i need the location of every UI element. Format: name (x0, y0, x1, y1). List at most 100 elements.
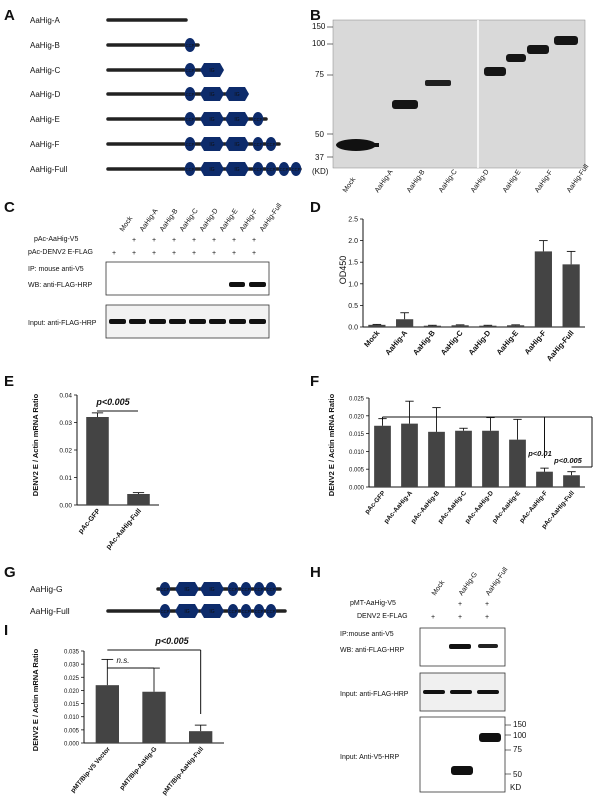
g-construct-g-ccp-label: CCP (255, 587, 264, 592)
construct-4-ig-label: IG (234, 117, 239, 123)
c-plus-row1: + (252, 237, 256, 244)
y-tick-label: 1.5 (348, 260, 358, 267)
construct-2-ccp-label: CCP (186, 68, 195, 73)
panel-letter-i: I (4, 622, 8, 639)
construct-6-ccp-domain (278, 162, 290, 176)
y-tick-label: 0.010 (64, 715, 80, 721)
y-tick-label: 0.030 (64, 663, 80, 669)
b-lane-label: AaHig-A (374, 169, 395, 195)
bar-aahig-d (479, 325, 497, 327)
y-tick-label: 0.02 (59, 448, 72, 455)
bar-pmt-bip-aahig-g (142, 691, 166, 743)
y-tick-label: 0.015 (64, 702, 80, 708)
h-ip-band-g (449, 644, 471, 649)
c-plus-row1: + (172, 237, 176, 244)
h-ip-band-full (478, 644, 498, 648)
i-ns: n.s. (117, 656, 130, 665)
g-construct-g-ccp-domain (227, 582, 239, 596)
y-tick-label: 0.005 (64, 728, 80, 734)
construct-6-ccp-label: CCP (267, 167, 276, 172)
y-tick-label: 0.015 (349, 432, 365, 438)
bar-aahig-full (562, 264, 580, 327)
c-lane-label: AaHig-A (139, 208, 160, 234)
c-plus-row1: + (192, 237, 196, 244)
y-tick-label: 0.000 (64, 742, 80, 748)
g-construct-full-ig-label: IG (184, 609, 189, 615)
g-label-full: AaHig-Full (30, 606, 70, 616)
y-tick-label: 1.0 (348, 281, 358, 288)
mw-150: 150 (312, 22, 326, 31)
panel-e-chart: DENV2 E / Actin mRNA Ratio p<0.005 0.00 0… (31, 393, 159, 551)
c-input-band (229, 319, 246, 324)
panel-g-domain-diagram: AaHig-G AaHig-Full CCP IG IG CCP CCP CCP CCPCC… (30, 582, 287, 618)
g-construct-g-ccp-domain (240, 582, 252, 596)
bar-mock (368, 324, 386, 327)
panel-letter-d: D (310, 199, 321, 216)
g-construct-full-ccp-domain (265, 604, 277, 618)
c-plus-row2: + (172, 250, 176, 257)
c-wb-label: WB: anti-FLAG-HRP (28, 282, 93, 289)
g-construct-full-ccp-label: CCP (267, 609, 276, 614)
construct-4-ig-label: IG (209, 117, 214, 123)
h-mw-150: 150 (513, 720, 527, 729)
h-plus-row2: + (485, 614, 489, 621)
bar-aahig-f (534, 251, 552, 327)
construct-3-ccp-domain (184, 87, 196, 101)
g-construct-full-ccp-label: CCP (242, 609, 251, 614)
construct-6-ig-domain (225, 162, 249, 176)
bar-pac-aahig-f (536, 471, 553, 487)
c-plus-row2: + (252, 250, 256, 257)
construct-label-c: AaHig-C (30, 66, 60, 75)
construct-3-ig-label: IG (234, 92, 239, 98)
e-pvalue: p<0.005 (95, 397, 130, 407)
g-construct-g-ccp-label: CCP (161, 587, 170, 592)
g-construct-g-ig-domain (175, 582, 199, 596)
y-tick-label: 0.0 (348, 325, 358, 332)
g-construct-full-ccp-label: CCP (229, 609, 238, 614)
y-tick-label: 0.005 (349, 468, 365, 474)
c-plus-row1: + (152, 237, 156, 244)
construct-6-ccp-domain (265, 162, 277, 176)
c-input-band (149, 319, 166, 324)
c-plus-row1: + (132, 237, 136, 244)
h-plus-row1: + (458, 601, 462, 608)
construct-6-ccp-label: CCP (254, 167, 263, 172)
band-aahig-full (554, 36, 578, 45)
f-pvalue-1: p<0.01 (527, 449, 552, 458)
construct-4-ig-domain (225, 112, 249, 126)
bar-pmt-bip-aahig-full (189, 731, 213, 743)
construct-5-ig-domain (225, 137, 249, 151)
bar-pac-aahig-c (455, 430, 472, 487)
bar-pmt-bip-v5-vector (95, 685, 119, 743)
g-construct-g-ccp-label: CCP (267, 587, 276, 592)
y-tick-label: 0.5 (348, 303, 358, 310)
h-lane-label: AaHig-Full (485, 566, 510, 597)
band-aahig-a (336, 139, 376, 151)
b-lane-label: AaHig-C (438, 168, 459, 194)
g-label-g: AaHig-G (30, 584, 63, 594)
category-label: AaHig-E (495, 329, 521, 357)
band-aahig-c (425, 80, 451, 86)
h-mw-unit: KD (510, 783, 521, 792)
construct-1-ccp-label: CCP (186, 43, 195, 48)
bar-pac-gfp (374, 425, 391, 487)
construct-3-ig-domain (200, 87, 224, 101)
g-construct-g-ccp-domain (159, 582, 171, 596)
g-construct-g-ccp-domain (253, 582, 265, 596)
construct-2-ccp-domain (184, 63, 196, 77)
construct-label-a: AaHig-A (30, 16, 60, 25)
category-label: AaHig-D (466, 328, 492, 357)
panel-letter-a: A (4, 7, 15, 24)
e-ylabel: DENV2 E / Actin mRNA Ratio (31, 393, 40, 496)
construct-label-b: AaHig-B (30, 41, 60, 50)
panel-letter-h: H (310, 564, 321, 581)
category-label: pAc-AaHig-F (518, 490, 549, 525)
bar-aahig-e (507, 325, 525, 327)
g-construct-full-ccp-domain (159, 604, 171, 618)
y-tick-label: 2.5 (348, 217, 358, 224)
h-plus-row2: + (431, 614, 435, 621)
c-lane-label: AaHig-D (199, 207, 220, 233)
g-construct-full-ccp-domain (227, 604, 239, 618)
c-plus-row2: + (112, 250, 116, 257)
